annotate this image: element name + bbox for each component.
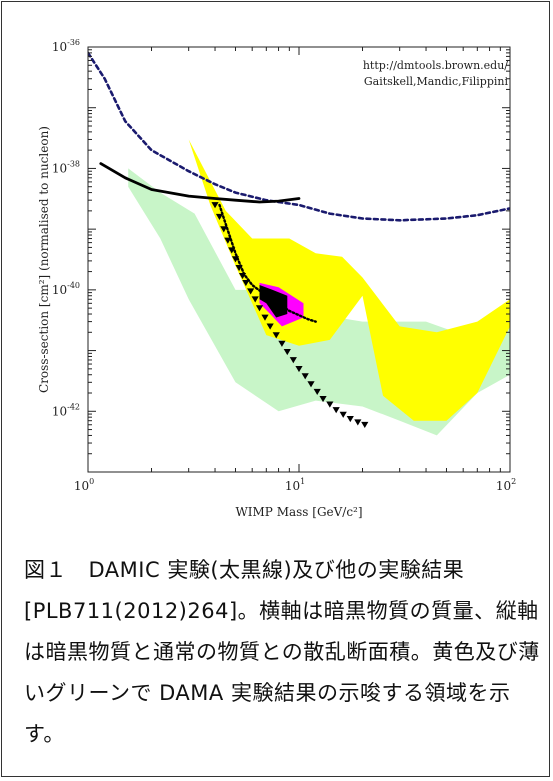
region-band-1	[188, 139, 510, 421]
triangle-marker-14	[272, 332, 280, 339]
y-tick-label-0: 10-36	[52, 38, 80, 54]
triangle-marker-10	[251, 296, 259, 303]
triangle-marker-17	[289, 357, 297, 364]
triangle-marker-22	[319, 396, 327, 403]
triangle-marker-8	[242, 280, 250, 287]
limit-curve-5	[99, 162, 301, 204]
limit-curve-4	[88, 51, 510, 222]
triangle-marker-5	[231, 256, 240, 263]
triangle-marker-23	[326, 401, 334, 408]
annotation-line-1: Gaitskell,Mandic,Filippini	[364, 75, 509, 88]
triangle-marker-3	[224, 237, 232, 244]
triangle-marker-27	[354, 419, 362, 426]
y-axis-label: Cross-section [cm²] (normalised to nucle…	[37, 126, 51, 393]
triangle-marker-1	[215, 213, 224, 220]
x-tick-label-2: 102	[496, 477, 516, 493]
triangle-marker-19	[301, 373, 309, 380]
triangle-marker-25	[339, 411, 347, 418]
triangle-marker-15	[278, 340, 286, 347]
triangle-marker-12	[261, 314, 269, 321]
triangle-marker-2	[220, 226, 228, 233]
chart: 100 101 102 10-36 10-38 10-40 10-42 WIMP Mass […	[37, 38, 516, 519]
triangle-marker-24	[332, 407, 340, 414]
x-tick-label-1: 101	[285, 477, 305, 493]
triangle-marker-18	[295, 365, 303, 373]
triangle-marker-7	[238, 272, 247, 280]
triangle-marker-11	[255, 305, 264, 312]
y-tick-label-1: 10-38	[52, 159, 80, 175]
triangle-marker-4	[228, 247, 236, 254]
triangle-marker-9	[247, 288, 255, 295]
x-axis-label: WIMP Mass [GeV/c²]	[235, 505, 362, 519]
figure-caption: 図１ DAMIC 実験(太黒線)及び他の実験結果[PLB711(2012)264…	[24, 558, 540, 746]
triangle-marker-26	[346, 415, 354, 423]
x-tick-label-0: 100	[74, 477, 94, 493]
annotation-line-0: http://dmtools.brown.edu/	[363, 59, 508, 72]
y-tick-label-2: 10-40	[52, 281, 80, 297]
triangle-marker-6	[235, 265, 243, 272]
triangle-marker-13	[266, 323, 274, 330]
triangle-marker-28	[361, 421, 369, 428]
y-tick-label-3: 10-42	[52, 402, 80, 418]
triangle-marker-20	[307, 381, 315, 388]
triangle-marker-16	[283, 349, 291, 356]
triangle-marker-0	[211, 202, 219, 209]
triangle-marker-21	[313, 388, 321, 395]
